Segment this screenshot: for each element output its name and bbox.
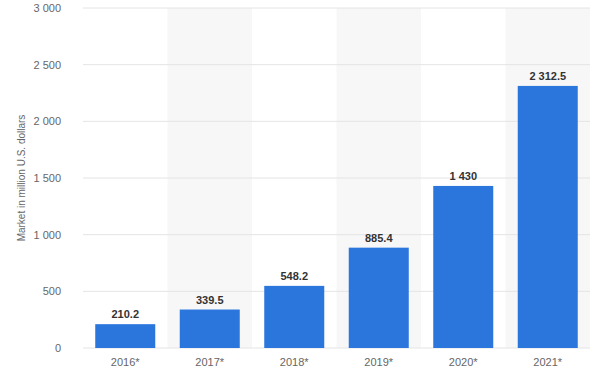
x-tick-label: 2020* (449, 356, 478, 368)
y-tick-label: 2 500 (33, 59, 61, 71)
grid-line (83, 64, 590, 65)
x-tick-label: 2021* (533, 356, 562, 368)
grid-line (83, 178, 590, 179)
x-tick-label: 2016* (111, 356, 140, 368)
bar (95, 324, 155, 348)
bars (95, 86, 578, 348)
data-label: 339.5 (196, 294, 224, 306)
data-label: 210.2 (111, 308, 139, 320)
y-tick-label: 0 (55, 342, 61, 354)
bar (349, 248, 409, 348)
bar (518, 86, 578, 348)
data-label: 2 312.5 (529, 70, 566, 82)
data-label: 885.4 (365, 232, 393, 244)
x-tick-label: 2017* (195, 356, 224, 368)
y-tick-label: 1 500 (33, 172, 61, 184)
column-band (506, 8, 591, 348)
grid-line (83, 121, 590, 122)
bar (264, 286, 324, 348)
grid-line (83, 234, 590, 235)
chart: 0 500 1 000 1 500 2 000 2 500 3 000 Market in m… (0, 0, 602, 384)
y-tick-label: 1 000 (33, 229, 61, 241)
grid-line (83, 8, 590, 9)
y-axis-title: Market in million U.S. dollars (16, 115, 27, 242)
grid-line (83, 291, 590, 292)
bar (433, 186, 493, 348)
grid-line (83, 348, 590, 349)
x-tick-label: 2019* (364, 356, 393, 368)
y-tick-label: 3 000 (33, 2, 61, 14)
x-tick-label: 2018* (280, 356, 309, 368)
y-tick-label: 500 (43, 285, 61, 297)
data-label: 1 430 (449, 170, 477, 182)
chart-svg: 0 500 1 000 1 500 2 000 2 500 3 000 Market in m… (0, 0, 602, 384)
bar (180, 310, 240, 348)
data-label: 548.2 (280, 270, 308, 282)
y-tick-label: 2 000 (33, 115, 61, 127)
